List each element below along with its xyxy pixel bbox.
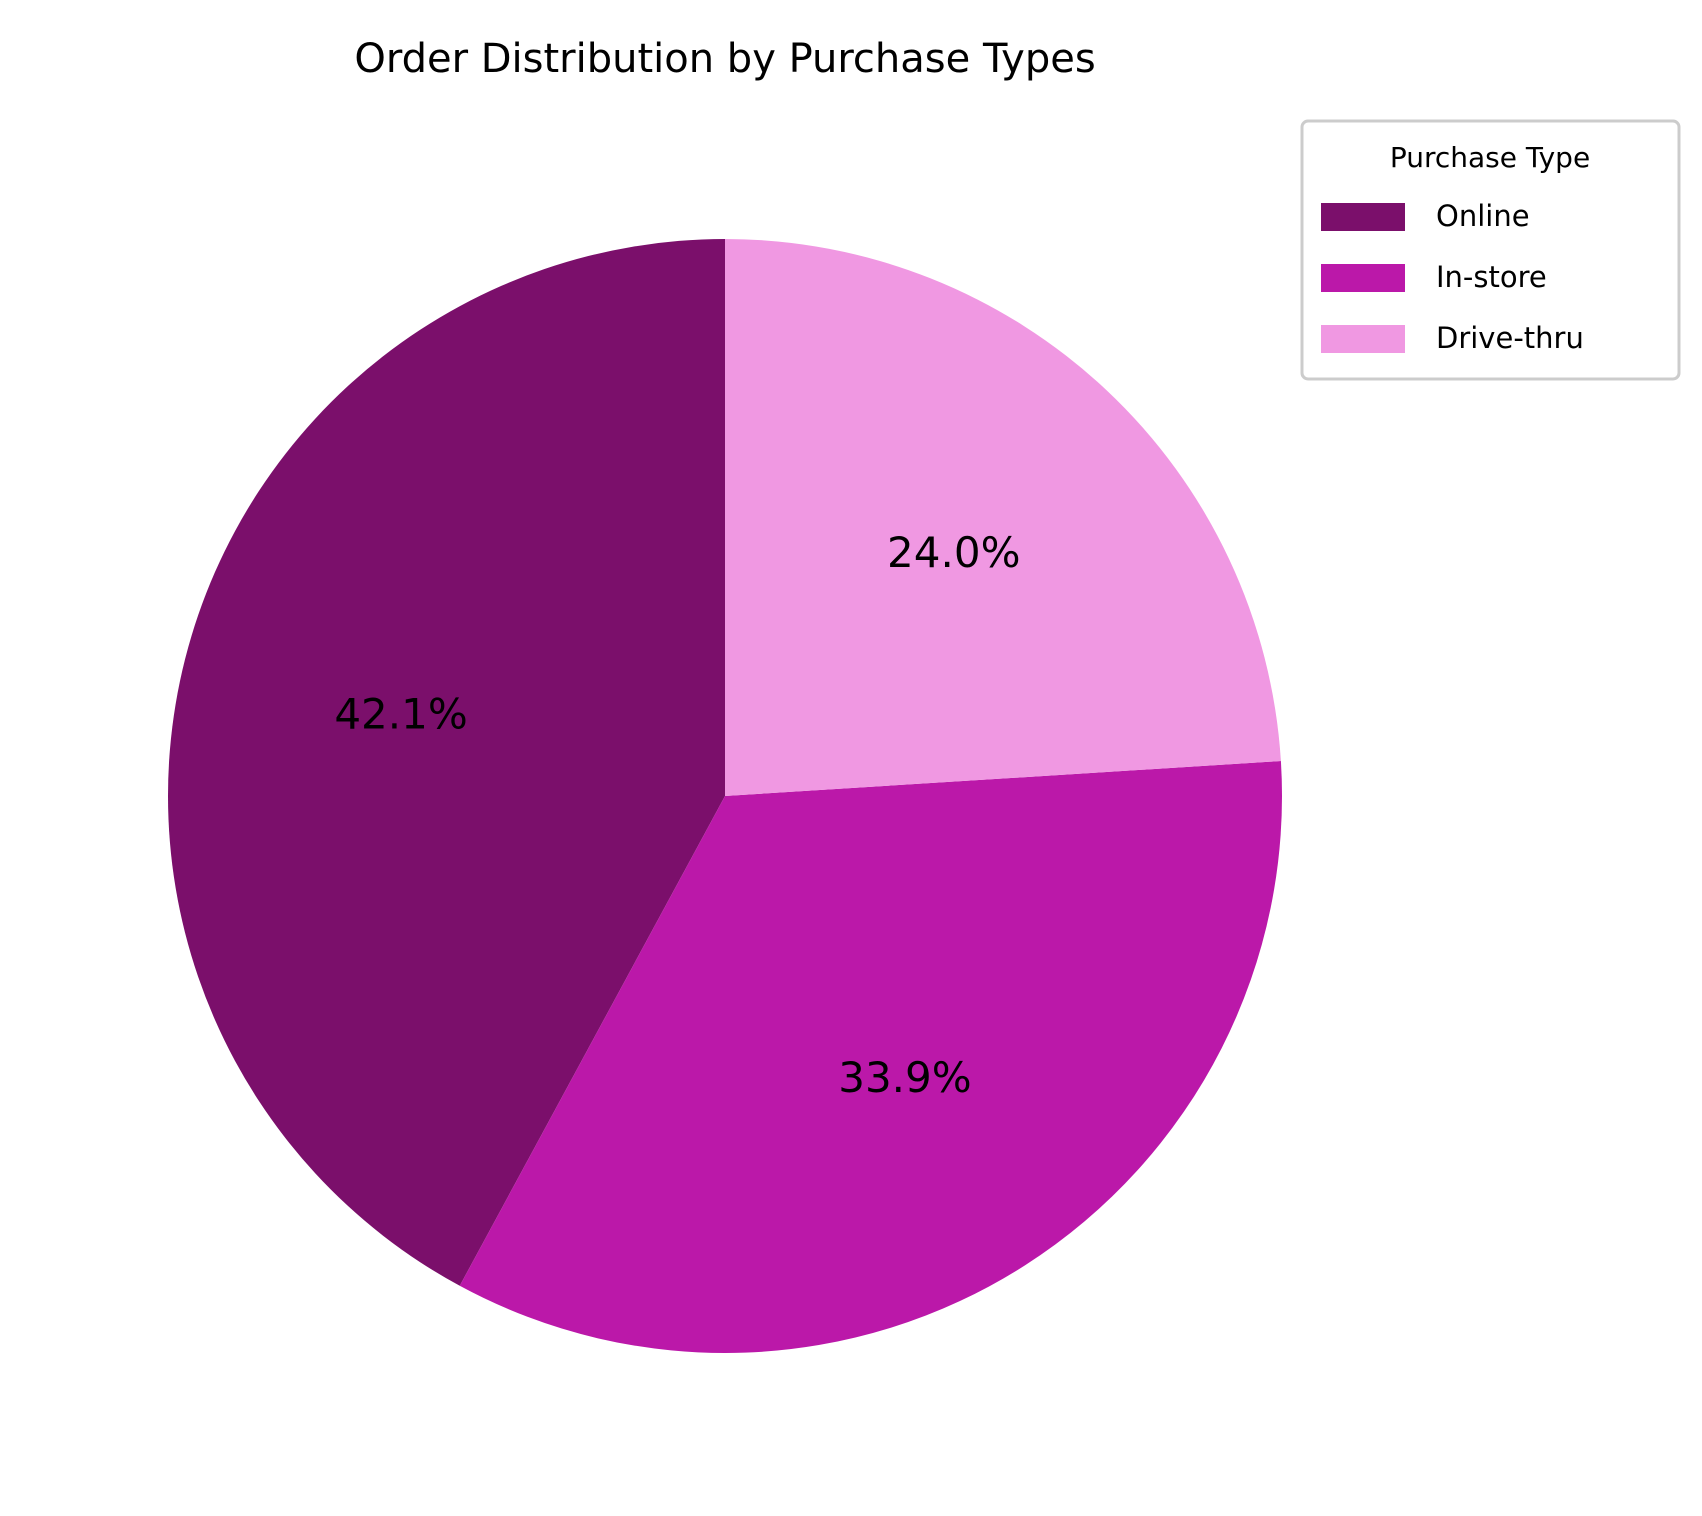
slice-percent-label: 33.9% bbox=[838, 1053, 971, 1102]
pie-slice-labels: 42.1% 33.9% 24.0% bbox=[334, 528, 1020, 1102]
pie-slice-drive-thru bbox=[725, 239, 1281, 796]
slice-percent-label: 24.0% bbox=[887, 528, 1020, 577]
legend-swatch bbox=[1321, 264, 1405, 292]
legend-items: Online In-store Drive-thru bbox=[1321, 199, 1584, 355]
chart-title: Order Distribution by Purchase Types bbox=[354, 36, 1095, 82]
pie-slice-online bbox=[168, 239, 726, 1286]
pie-slices bbox=[168, 239, 1282, 1353]
legend-swatch bbox=[1321, 325, 1405, 353]
legend-label: Online bbox=[1436, 199, 1530, 233]
pie-slice-in-store bbox=[459, 761, 1282, 1353]
legend-label: Drive-thru bbox=[1436, 321, 1584, 355]
slice-percent-label: 42.1% bbox=[334, 689, 467, 738]
legend-title: Purchase Type bbox=[1390, 141, 1590, 174]
legend: Purchase Type Online In-store Drive-thru bbox=[1300, 119, 1681, 381]
legend-frame bbox=[1300, 119, 1681, 381]
legend-swatch bbox=[1321, 203, 1405, 231]
legend-label: In-store bbox=[1436, 260, 1547, 294]
